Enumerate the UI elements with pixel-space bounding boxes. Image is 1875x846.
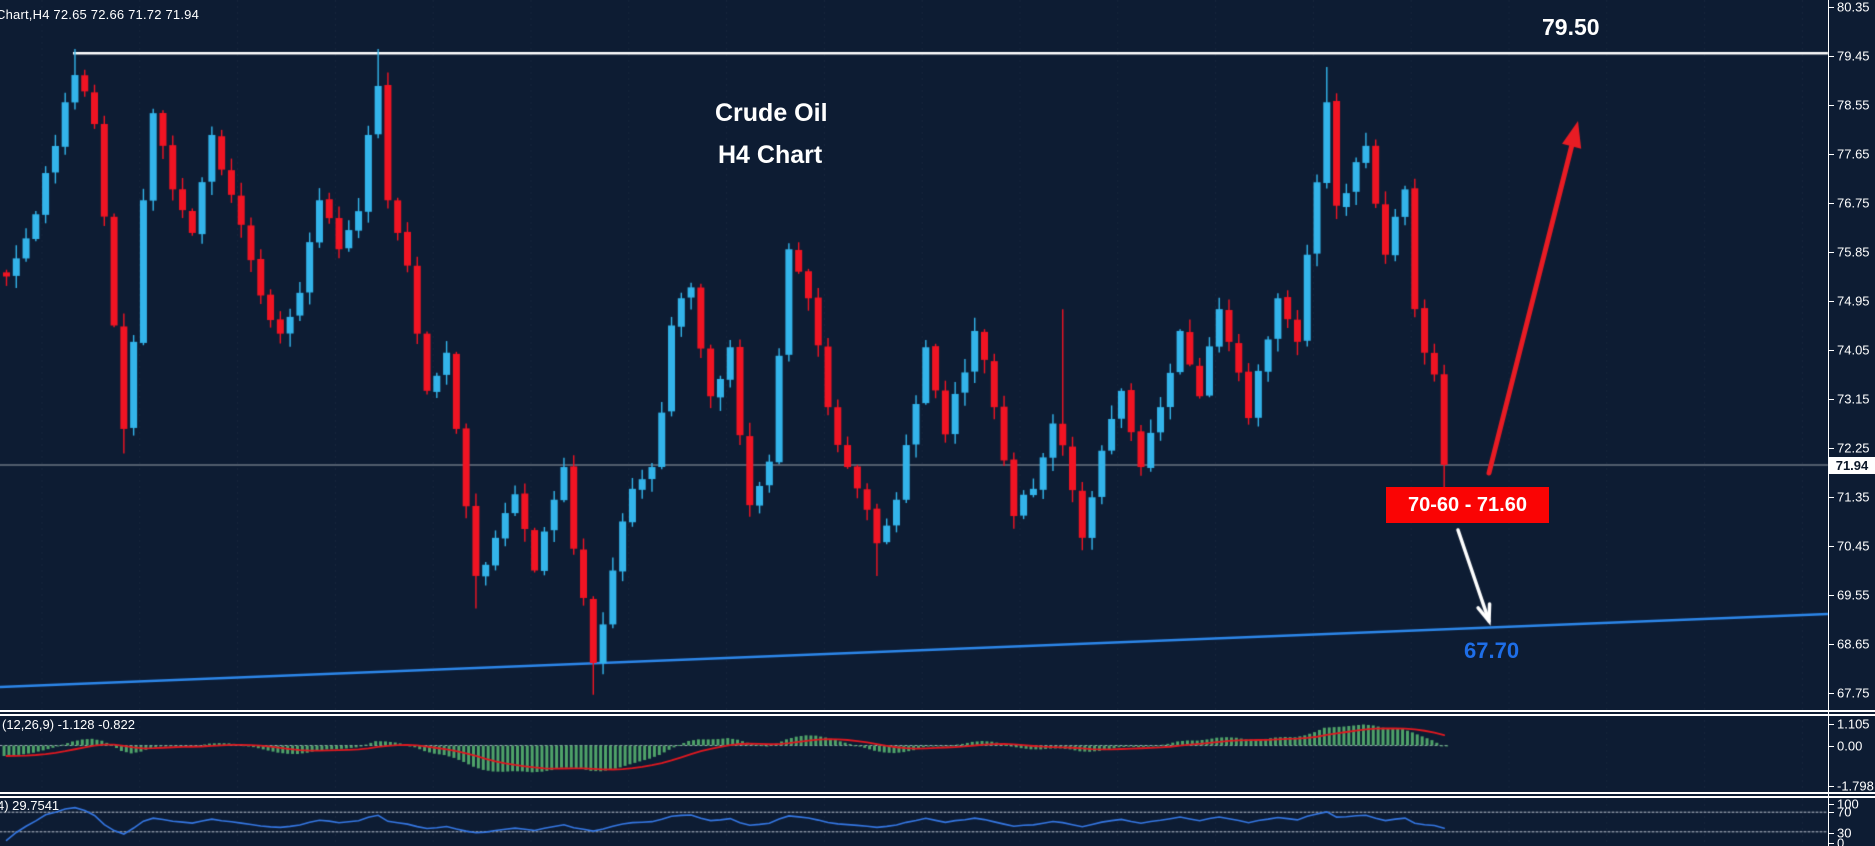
price-tick: 79.45 [1837, 48, 1870, 64]
rsi-tick-dash [1828, 812, 1834, 813]
price-tick-dash [1828, 693, 1834, 694]
price-axis-line [1828, 0, 1829, 846]
macd-tick-dash [1828, 724, 1834, 725]
price-tick: 74.05 [1837, 342, 1870, 358]
rsi-tick-dash [1828, 843, 1834, 844]
price-tick: 75.85 [1837, 244, 1870, 260]
price-tick-dash [1828, 7, 1834, 8]
price-tick-dash [1828, 497, 1834, 498]
macd-indicator-label: (12,26,9) -1.128 -0.822 [2, 717, 135, 732]
price-tick: 77.65 [1837, 146, 1870, 162]
macd-tick: -1.798 [1837, 778, 1874, 794]
rsi-indicator-label: 4) 29.7541 [0, 798, 60, 813]
rsi-tick: 70 [1837, 804, 1852, 820]
panel-separator [0, 713, 1875, 716]
price-tick-dash [1828, 546, 1834, 547]
price-tick: 80.35 [1837, 0, 1870, 15]
macd-panel[interactable] [0, 716, 1828, 792]
price-tick-dash [1828, 301, 1834, 302]
chart-title: Crude Oil [715, 99, 828, 127]
price-tick: 70.45 [1837, 538, 1870, 554]
macd-tick: 1.105 [1837, 716, 1870, 732]
panel-separator [0, 710, 1875, 712]
price-tick: 68.65 [1837, 636, 1870, 652]
rsi-tick-dash [1828, 833, 1834, 834]
resistance-price-label: 79.50 [1542, 14, 1600, 40]
price-tick-dash [1828, 644, 1834, 645]
rsi-tick: 30 [1837, 825, 1852, 841]
rsi-tick: 0 [1837, 835, 1845, 846]
price-tick-dash [1828, 154, 1834, 155]
panel-separator [0, 795, 1875, 798]
rsi-tick-dash [1828, 804, 1834, 805]
price-tick-dash [1828, 203, 1834, 204]
price-tick-dash [1828, 350, 1834, 351]
price-tick: 72.25 [1837, 440, 1870, 456]
price-tick-dash [1828, 595, 1834, 596]
panel-separator [0, 792, 1875, 794]
price-tick: 67.75 [1837, 685, 1870, 701]
supply-zone-label[interactable]: 70-60 - 71.60 [1386, 487, 1549, 523]
macd-tick-dash [1828, 786, 1834, 787]
support-price-label: 67.70 [1464, 638, 1520, 663]
macd-tick: 0.00 [1837, 738, 1863, 754]
price-tick: 74.95 [1837, 293, 1870, 309]
price-tick-dash [1828, 448, 1834, 449]
price-tick: 73.15 [1837, 391, 1870, 407]
macd-tick-dash [1828, 746, 1834, 747]
price-tick: 76.75 [1837, 195, 1870, 211]
price-tick-dash [1828, 399, 1834, 400]
price-tick-dash [1828, 56, 1834, 57]
timeframe-title: H4 Chart [718, 141, 823, 169]
ohlc-status-label: Chart,H4 72.65 72.66 71.72 71.94 [0, 7, 199, 22]
price-tick-dash [1828, 105, 1834, 106]
rsi-panel[interactable] [0, 797, 1828, 846]
price-tick: 69.55 [1837, 587, 1870, 603]
rsi-tick: 100 [1837, 796, 1859, 812]
main-chart-panel[interactable] [0, 0, 1828, 710]
price-tick-dash [1828, 252, 1834, 253]
current-price-tag: 71.94 [1829, 457, 1875, 474]
price-tick: 71.35 [1837, 489, 1870, 505]
price-tick: 78.55 [1837, 97, 1870, 113]
